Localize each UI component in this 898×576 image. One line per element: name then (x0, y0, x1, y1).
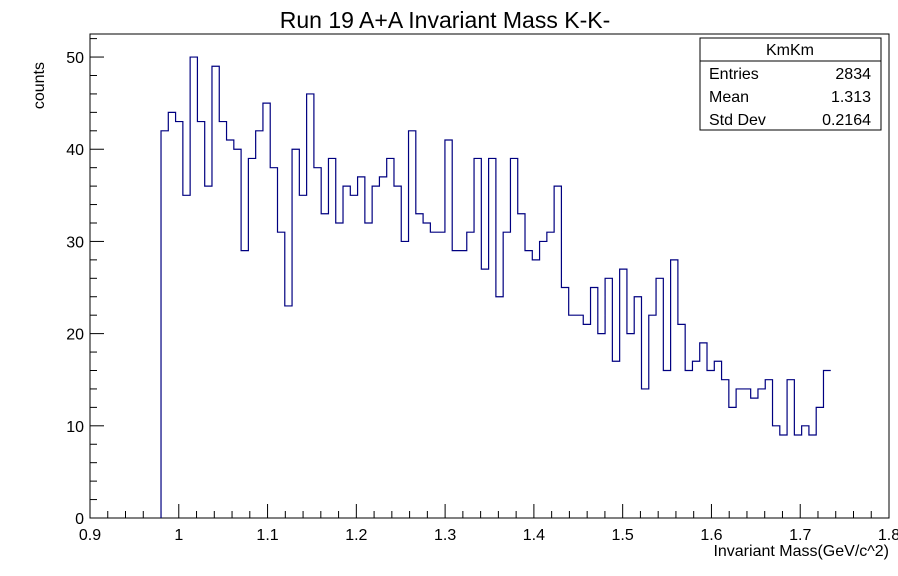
x-tick-label: 1.8 (878, 527, 898, 544)
y-tick-label: 50 (66, 50, 84, 67)
x-tick-label: 1 (174, 527, 183, 544)
x-tick-label: 1.3 (434, 527, 456, 544)
y-axis: 0 10 20 30 40 50 (66, 38, 104, 528)
stats-entries-value: 2834 (835, 66, 871, 83)
stats-box-name: KmKm (766, 42, 814, 59)
x-tick-label: 1.6 (700, 527, 722, 544)
stats-box-frame (699, 37, 882, 131)
y-axis-title: counts (31, 62, 48, 109)
x-axis: 0.9 1 1.1 1.2 1.3 1.4 1.5 1.6 1.7 1.8 (79, 504, 898, 544)
x-tick-label: 1.5 (612, 527, 634, 544)
stats-stddev-value: 0.2164 (822, 112, 871, 129)
x-tick-label: 0.9 (79, 527, 101, 544)
chart-title: Run 19 A+A Invariant Mass K-K- (280, 7, 610, 33)
y-tick-label: 30 (66, 234, 84, 251)
y-tick-label: 0 (75, 511, 84, 528)
x-axis-title: Invariant Mass(GeV/c^2) (713, 543, 889, 560)
x-tick-label: 1.7 (789, 527, 811, 544)
stats-mean-label: Mean (709, 89, 749, 106)
stats-entries-label: Entries (709, 66, 759, 83)
stats-mean-value: 1.313 (831, 89, 871, 106)
y-tick-label: 40 (66, 142, 84, 159)
x-tick-label: 1.4 (523, 527, 545, 544)
y-tick-label: 20 (66, 327, 84, 344)
histogram-series-line (160, 56, 831, 518)
stats-box: KmKm Entries 2834 Mean 1.313 Std Dev 0.2… (699, 37, 882, 131)
stats-stddev-label: Std Dev (709, 112, 766, 129)
y-tick-label: 10 (66, 419, 84, 436)
plot-frame (89, 33, 890, 519)
x-tick-label: 1.2 (345, 527, 367, 544)
x-tick-label: 1.1 (256, 527, 278, 544)
